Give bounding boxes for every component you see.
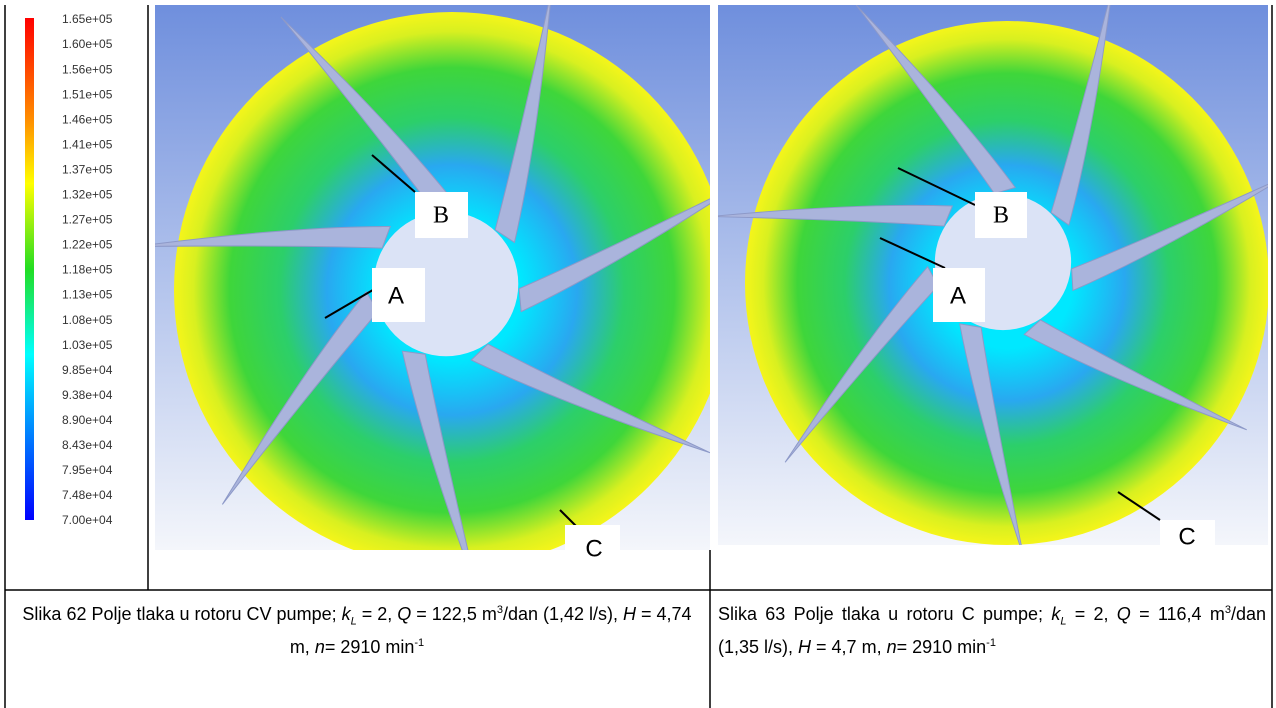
blade	[784, 265, 939, 463]
caption-text: /dan (1,42 l/s),	[502, 604, 624, 624]
caption-text: Slika 63 Polje tlaka u rotoru C pumpe;	[718, 604, 1052, 624]
colorbar-label: 7.00e+04	[62, 513, 113, 527]
caption-text: 3	[1224, 604, 1231, 616]
colorbar-label: 1.32e+05	[62, 188, 113, 202]
marker-boxes	[372, 192, 1215, 570]
colorbar-label: 7.48e+04	[62, 488, 113, 502]
caption-text: 3	[496, 604, 503, 616]
blade	[718, 204, 954, 227]
colorbar-label: 8.43e+04	[62, 438, 113, 452]
caption-text: k	[341, 604, 351, 624]
blade	[155, 225, 391, 249]
caption-text: n	[314, 636, 325, 657]
caption-text: = 2910 min	[896, 636, 987, 657]
colorbar-label: 1.56e+05	[62, 62, 113, 76]
caption-text: L	[1060, 615, 1067, 628]
colorbar-label: 7.95e+04	[62, 463, 113, 477]
marker: A	[950, 282, 966, 309]
blade	[494, 5, 553, 244]
colorbar-label: 1.13e+05	[62, 288, 113, 302]
caption-text: = 116,4 m	[1130, 604, 1225, 624]
impeller	[718, 5, 1268, 545]
blade	[470, 343, 710, 454]
colorbar-label: 8.90e+04	[62, 413, 113, 427]
colorbar-label: 1.51e+05	[62, 87, 113, 101]
caption-text: = 4,7 m,	[811, 636, 887, 657]
caption-text: H	[623, 604, 637, 624]
caption-text: = 122,5 m	[411, 604, 497, 624]
table-borders	[4, 5, 1273, 708]
caption-text: Slika 62 Polje tlaka u rotoru CV pumpe;	[22, 604, 342, 624]
blade	[280, 16, 458, 213]
colorbar-label: 1.60e+05	[62, 37, 113, 51]
colorbar-label: 1.03e+05	[62, 338, 113, 352]
blade	[518, 181, 710, 313]
colorbar-label: 1.37e+05	[62, 162, 113, 176]
caption-text: -1	[986, 636, 996, 649]
marker: A	[388, 282, 404, 309]
blade	[221, 290, 379, 505]
caption-text: = 2910 min	[324, 636, 415, 657]
blade	[1023, 319, 1247, 431]
blade	[855, 5, 1017, 195]
caption-text: Q	[1116, 604, 1131, 624]
marker: C	[585, 535, 602, 562]
colorbar-label: 1.18e+05	[62, 263, 113, 277]
caption: Slika 63 Polje tlaka u rotoru C pumpe; k…	[718, 600, 1266, 658]
blade	[401, 350, 480, 550]
marker: B	[993, 203, 1009, 229]
marker: B	[433, 203, 449, 229]
caption-text: /dan (1,35 l/s),	[718, 604, 1266, 657]
colorbar-label: 1.22e+05	[62, 238, 113, 252]
caption-text: = 2,	[1066, 604, 1117, 624]
marker: C	[1178, 523, 1195, 550]
colorbar	[25, 18, 34, 520]
caption-text: k	[1051, 604, 1061, 624]
colorbar-label: 1.27e+05	[62, 213, 113, 227]
caption-text: L	[350, 615, 357, 628]
caption-text: -1	[414, 636, 425, 649]
colorbar-label: 9.85e+04	[62, 363, 113, 377]
caption-text: Q	[397, 604, 412, 624]
blade	[959, 323, 1025, 545]
colorbar-label: 1.41e+05	[62, 137, 113, 151]
blade	[1050, 5, 1113, 226]
caption: Slika 62 Polje tlaka u rotoru CV pumpe; …	[12, 600, 702, 658]
caption-text: = 4,74 m,	[289, 604, 692, 657]
caption-text: H	[798, 636, 812, 657]
caption-text: = 2,	[356, 604, 398, 624]
colorbar-label: 1.08e+05	[62, 313, 113, 327]
colorbar-label: 1.65e+05	[62, 12, 113, 26]
caption-text: n	[886, 636, 897, 657]
blade	[1071, 175, 1268, 292]
colorbar-label: 9.38e+04	[62, 388, 113, 402]
impeller	[155, 5, 710, 550]
colorbar-label: 1.46e+05	[62, 112, 113, 126]
